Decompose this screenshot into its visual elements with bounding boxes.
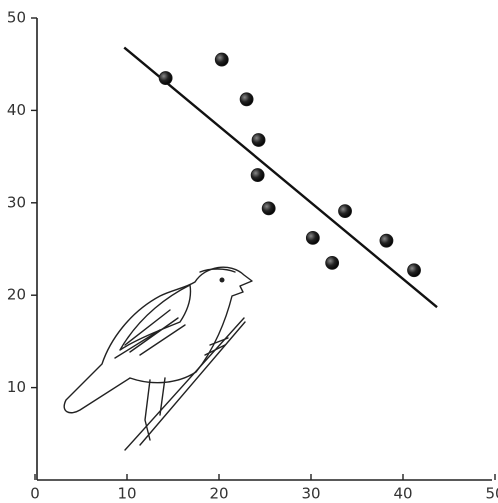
data-point bbox=[326, 256, 339, 269]
x-tick-label: 10 bbox=[117, 485, 136, 503]
y-tick-label: 20 bbox=[7, 286, 26, 304]
x-tick-label: 0 bbox=[30, 485, 40, 503]
x-tick-label: 40 bbox=[393, 485, 412, 503]
y-tick-label: 10 bbox=[7, 378, 26, 396]
y-tick-label: 50 bbox=[7, 9, 26, 27]
axes bbox=[37, 18, 492, 480]
data-point bbox=[252, 133, 265, 146]
data-point bbox=[408, 264, 421, 277]
bird-illustration bbox=[64, 267, 252, 450]
data-point bbox=[380, 234, 393, 247]
data-point bbox=[215, 53, 228, 66]
data-point bbox=[159, 72, 172, 85]
data-point bbox=[251, 169, 264, 182]
x-tick-label: 30 bbox=[301, 485, 320, 503]
data-point bbox=[262, 202, 275, 215]
trend-line bbox=[124, 48, 437, 308]
x-tick-label: 50 bbox=[485, 485, 498, 503]
data-point bbox=[306, 231, 319, 244]
x-tick-label: 20 bbox=[209, 485, 228, 503]
data-point bbox=[240, 93, 253, 106]
y-tick-label: 40 bbox=[7, 101, 26, 119]
chart: 0 10 20 30 40 50 10 20 30 40 50 bbox=[0, 0, 498, 503]
data-point bbox=[339, 205, 352, 218]
y-tick-label: 30 bbox=[7, 193, 26, 211]
